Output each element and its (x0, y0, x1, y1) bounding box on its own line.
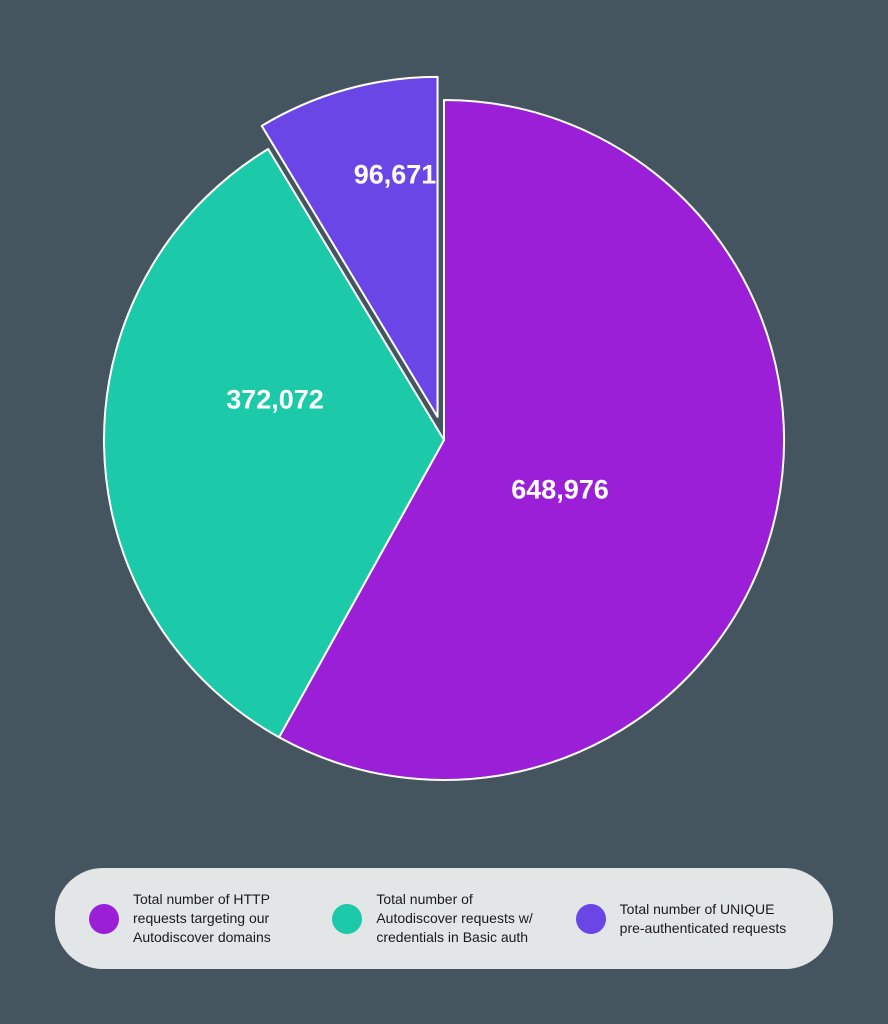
pie-svg (64, 60, 824, 820)
legend-item-basic-auth: Total number of Autodiscover requests w/… (332, 890, 555, 947)
legend-swatch (576, 904, 606, 934)
pie-label-http_requests: 648,976 (511, 475, 609, 506)
legend-item-unique-preauth: Total number of UNIQUE pre-authenticated… (576, 900, 799, 938)
pie-label-unique_preauth: 96,671 (354, 160, 437, 191)
legend-label: Total number of UNIQUE pre-authenticated… (620, 900, 799, 938)
legend-label: Total number of Autodiscover requests w/… (376, 890, 555, 947)
legend-swatch (332, 904, 362, 934)
legend-label: Total number of HTTP requests targeting … (133, 890, 312, 947)
pie-label-basic_auth: 372,072 (226, 385, 324, 416)
legend: Total number of HTTP requests targeting … (55, 868, 833, 969)
legend-item-http-requests: Total number of HTTP requests targeting … (89, 890, 312, 947)
pie-chart (0, 60, 888, 820)
chart-canvas: 648,976 372,072 96,671 Total number of HTT… (0, 0, 888, 1024)
legend-swatch (89, 904, 119, 934)
